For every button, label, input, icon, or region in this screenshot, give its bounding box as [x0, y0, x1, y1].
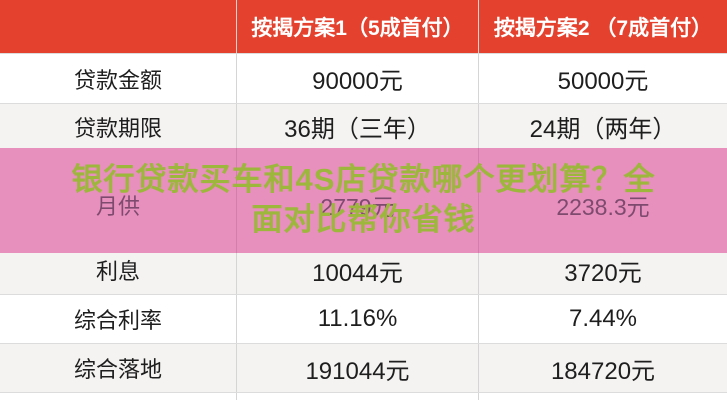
row-value-plan2: 184720元: [550, 357, 656, 385]
table-row-loan-term: 贷款期限 36期（三年） 24期（两年）: [0, 103, 727, 149]
row-value-plan1: 36期（三年）: [237, 104, 479, 149]
table-row-loan-amount: 贷款金额 90000元 50000元: [0, 53, 727, 103]
promo-banner-overlay: [0, 148, 727, 253]
row-value-plan2: 50000元: [557, 68, 649, 95]
row-value-plan1: 2779元: [320, 193, 395, 220]
table-row-composite-rate: 综合利率 11.16% 7.44%: [0, 294, 727, 343]
header-cell-plan1: 按揭方案1（5成首付）: [237, 0, 479, 53]
header-cell-empty: [0, 0, 237, 53]
promo-title-line1: 银行贷款买车和4S店贷款哪个更划算？全: [71, 162, 656, 197]
promo-title: 银行贷款买车和4S店贷款哪个更划算？全 面对比帮你省钱: [0, 160, 727, 240]
banner-column-divider: [236, 148, 237, 253]
promo-title-line2: 面对比帮你省钱: [251, 202, 476, 237]
row-value-plan2: 24期（两年）: [529, 116, 677, 143]
row-label: 综合利率: [0, 295, 237, 343]
row-value-plan2: 3720元: [564, 259, 642, 287]
row-value-plan2: 2238.3元: [556, 193, 650, 220]
row-value-plan1: 191044元: [237, 344, 479, 392]
row-label: 月供: [95, 193, 140, 219]
row-value-plan1: 11.16%: [237, 295, 479, 343]
table-row-partial: [0, 392, 727, 400]
table-header-row: 按揭方案1（5成首付） 按揭方案2 （7成首付）: [0, 0, 727, 53]
header-cell-plan2: 按揭方案2 （7成首付）: [493, 16, 713, 40]
row-label: 综合落地: [0, 344, 237, 392]
table-row-monthly-payment: 月供 2779元 2238.3元: [0, 149, 727, 245]
table-row-total-cost: 综合落地 191044元 184720元: [0, 343, 727, 392]
row-label: 利息: [0, 246, 237, 294]
row-label: 贷款金额: [0, 54, 237, 103]
table-row-interest: 利息 10044元 3720元: [0, 245, 727, 294]
row-value-plan2: 7.44%: [568, 305, 638, 332]
row-value-plan1: 90000元: [237, 54, 479, 103]
row-value-plan1: 10044元: [237, 246, 479, 294]
row-label: 贷款期限: [0, 104, 237, 149]
banner-column-divider: [478, 148, 479, 253]
